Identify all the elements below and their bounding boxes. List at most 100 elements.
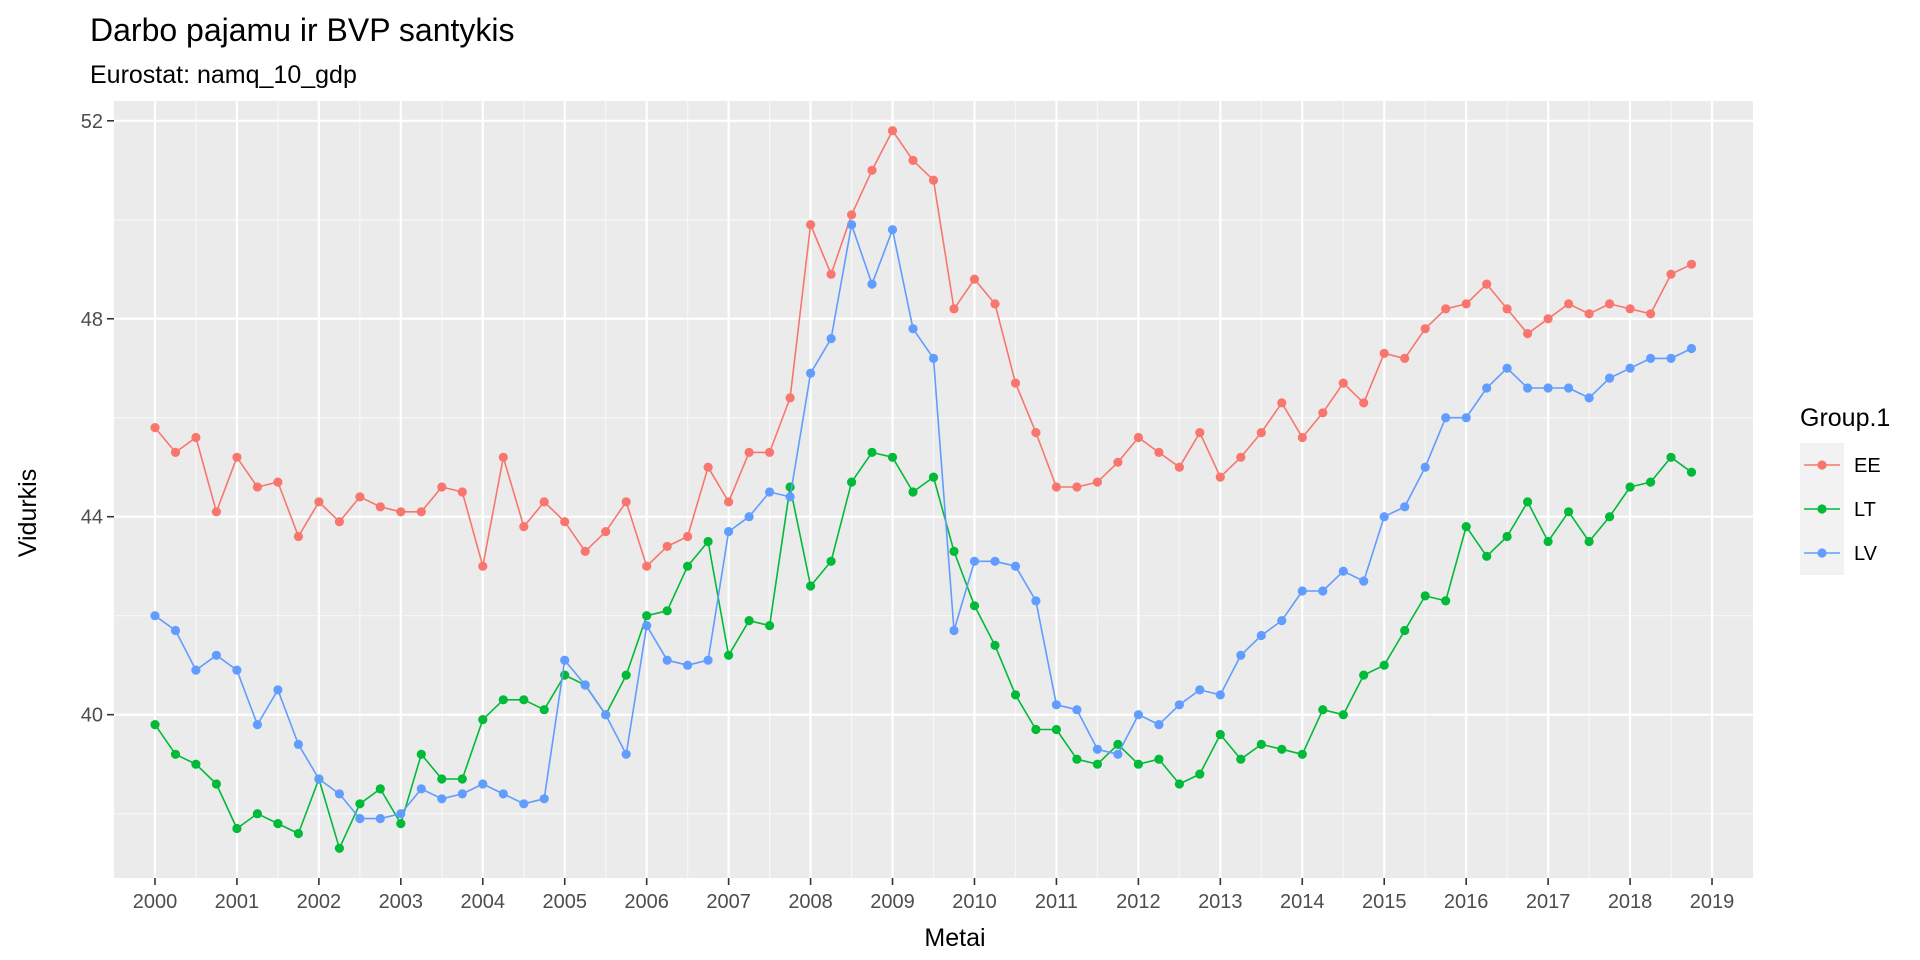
legend-item-lv: LV <box>1800 531 1878 575</box>
data-point <box>1051 482 1061 492</box>
data-point <box>683 531 693 542</box>
data-point <box>744 616 754 626</box>
data-point <box>375 784 385 794</box>
data-point <box>1277 616 1287 626</box>
data-point <box>724 527 734 537</box>
data-point <box>1359 670 1369 680</box>
data-point <box>539 705 549 715</box>
data-point <box>765 487 775 497</box>
data-point <box>375 502 385 512</box>
data-point <box>990 640 1000 651</box>
x-tick-label: 2016 <box>1444 891 1489 913</box>
data-point <box>826 556 836 566</box>
data-point <box>1523 383 1533 393</box>
data-point <box>1441 413 1451 423</box>
data-point <box>293 739 303 750</box>
data-point <box>826 269 836 279</box>
data-point <box>334 517 344 527</box>
data-point <box>1646 309 1656 319</box>
x-tick-label: 2017 <box>1526 891 1571 913</box>
data-point <box>1543 383 1553 393</box>
x-tick-label: 2008 <box>788 891 833 913</box>
data-point <box>191 665 201 675</box>
data-point <box>1666 452 1676 462</box>
data-point <box>519 695 529 705</box>
data-point <box>703 462 713 472</box>
data-point <box>355 814 365 824</box>
data-point <box>928 472 939 482</box>
data-point <box>662 541 672 552</box>
data-point <box>703 655 713 665</box>
data-point <box>1379 660 1389 670</box>
data-point <box>1010 378 1021 388</box>
data-point <box>252 482 262 492</box>
x-tick-label: 2009 <box>870 891 915 913</box>
series-line-lv <box>154 223 1692 820</box>
grid-minor <box>114 101 1753 878</box>
data-point <box>949 546 959 557</box>
data-point <box>1256 630 1266 641</box>
data-point <box>211 507 221 517</box>
chart-title: Darbo pajamu ir BVP santykis <box>90 12 514 48</box>
legend-key-point <box>1817 548 1827 558</box>
data-point <box>1297 432 1307 443</box>
data-point <box>232 452 242 462</box>
data-point <box>1072 705 1082 715</box>
data-point <box>1400 502 1410 512</box>
data-point <box>1236 452 1246 462</box>
data-point <box>1338 566 1348 576</box>
legend-key-point <box>1817 460 1827 470</box>
data-point <box>1482 279 1492 289</box>
data-point <box>1400 625 1410 636</box>
data-point <box>1113 739 1123 750</box>
data-point <box>683 660 693 670</box>
data-point <box>1154 720 1164 730</box>
data-point <box>847 477 857 487</box>
data-point <box>1195 769 1205 779</box>
data-point <box>1072 754 1082 764</box>
data-point <box>1502 531 1512 542</box>
data-point <box>539 794 549 804</box>
data-point <box>949 625 959 636</box>
data-point <box>396 819 406 829</box>
data-point <box>1646 353 1656 363</box>
legend-key-point <box>1817 504 1827 514</box>
data-point <box>1666 353 1676 363</box>
data-point <box>1502 363 1512 373</box>
data-point <box>1441 596 1451 606</box>
data-point <box>785 482 795 492</box>
data-point <box>457 774 467 784</box>
data-point <box>928 353 939 363</box>
series-line-lt <box>154 451 1692 850</box>
x-tick-label: 2011 <box>1035 891 1078 913</box>
data-point <box>1010 690 1021 700</box>
data-point <box>1072 482 1082 492</box>
data-point <box>170 749 181 759</box>
data-point <box>642 561 652 571</box>
y-tick-label: 44 <box>81 507 103 529</box>
data-point <box>806 220 816 230</box>
data-point <box>1584 536 1594 547</box>
data-point <box>191 432 201 443</box>
data-point <box>1215 729 1225 740</box>
data-point <box>662 655 672 665</box>
data-point <box>908 155 918 165</box>
data-point <box>1154 447 1164 457</box>
data-point <box>252 720 262 730</box>
data-point <box>887 225 898 235</box>
data-point <box>498 695 508 705</box>
data-point <box>396 507 406 517</box>
legend: Group.1 EE LT LV <box>1800 404 1890 575</box>
data-point <box>314 497 324 507</box>
data-point <box>1256 739 1266 750</box>
x-tick-label: 2002 <box>297 891 342 913</box>
data-point <box>1461 522 1471 532</box>
data-point <box>969 601 980 611</box>
data-point <box>1686 343 1697 354</box>
data-point <box>1359 576 1369 586</box>
y-axis: 40 44 48 52 <box>81 111 114 727</box>
x-tick-label: 2005 <box>542 891 587 913</box>
data-point <box>867 447 877 457</box>
data-point <box>1297 749 1307 759</box>
